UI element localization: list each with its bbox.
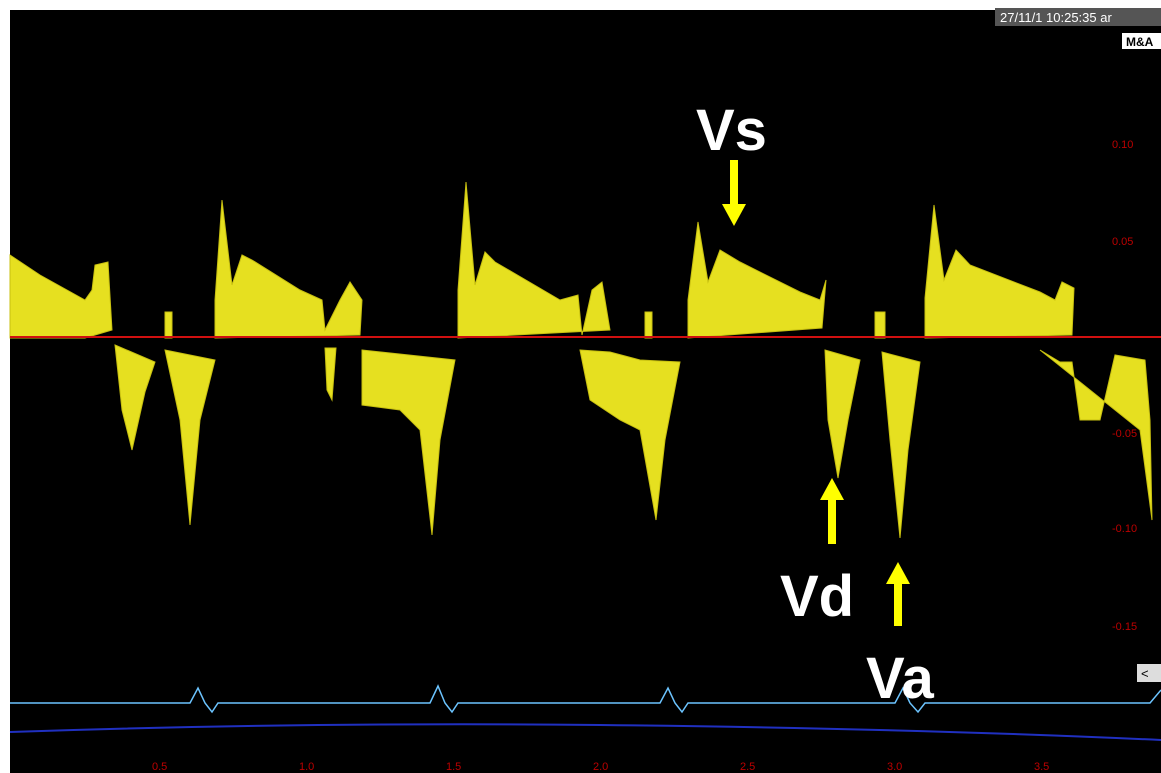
ecg-trace: [10, 684, 1161, 714]
arrow-shaft: [730, 160, 738, 206]
time-label: 1.0: [299, 761, 314, 773]
respiration-trace: [9, 723, 1161, 741]
arrow-shaft: [828, 498, 836, 544]
mode-box: [1122, 33, 1161, 49]
arrow-shaft: [894, 582, 902, 626]
marker: <: [1141, 666, 1149, 681]
time-label: 2.0: [593, 761, 608, 773]
time-label: 1.5: [446, 761, 461, 773]
arrows: [722, 160, 910, 626]
label-vd: Vd: [780, 564, 854, 629]
mode: M&A: [1126, 35, 1154, 49]
label-va: Va: [866, 646, 934, 711]
time-label: 0.5: [152, 761, 167, 773]
time-label: 2.5: [740, 761, 755, 773]
arrow-head: [820, 478, 844, 500]
velocity-label: 0.05: [1112, 236, 1133, 248]
timestamp: 27/11/1 10:25:35 ar: [1000, 10, 1112, 25]
arrow-head: [886, 562, 910, 584]
marker-box: [1137, 664, 1161, 682]
velocity-label: -0.05: [1112, 428, 1137, 440]
velocity-label: -0.15: [1112, 621, 1137, 633]
time-label: 3.0: [887, 761, 902, 773]
label-vs: Vs: [696, 98, 767, 163]
time-label: 3.5: [1034, 761, 1049, 773]
tissue-doppler-trace: [9, 181, 1153, 539]
timestamp-box: [995, 8, 1161, 26]
arrow-head: [722, 204, 746, 226]
velocity-label: -0.10: [1112, 523, 1137, 535]
velocity-label: 0.10: [1112, 139, 1133, 151]
